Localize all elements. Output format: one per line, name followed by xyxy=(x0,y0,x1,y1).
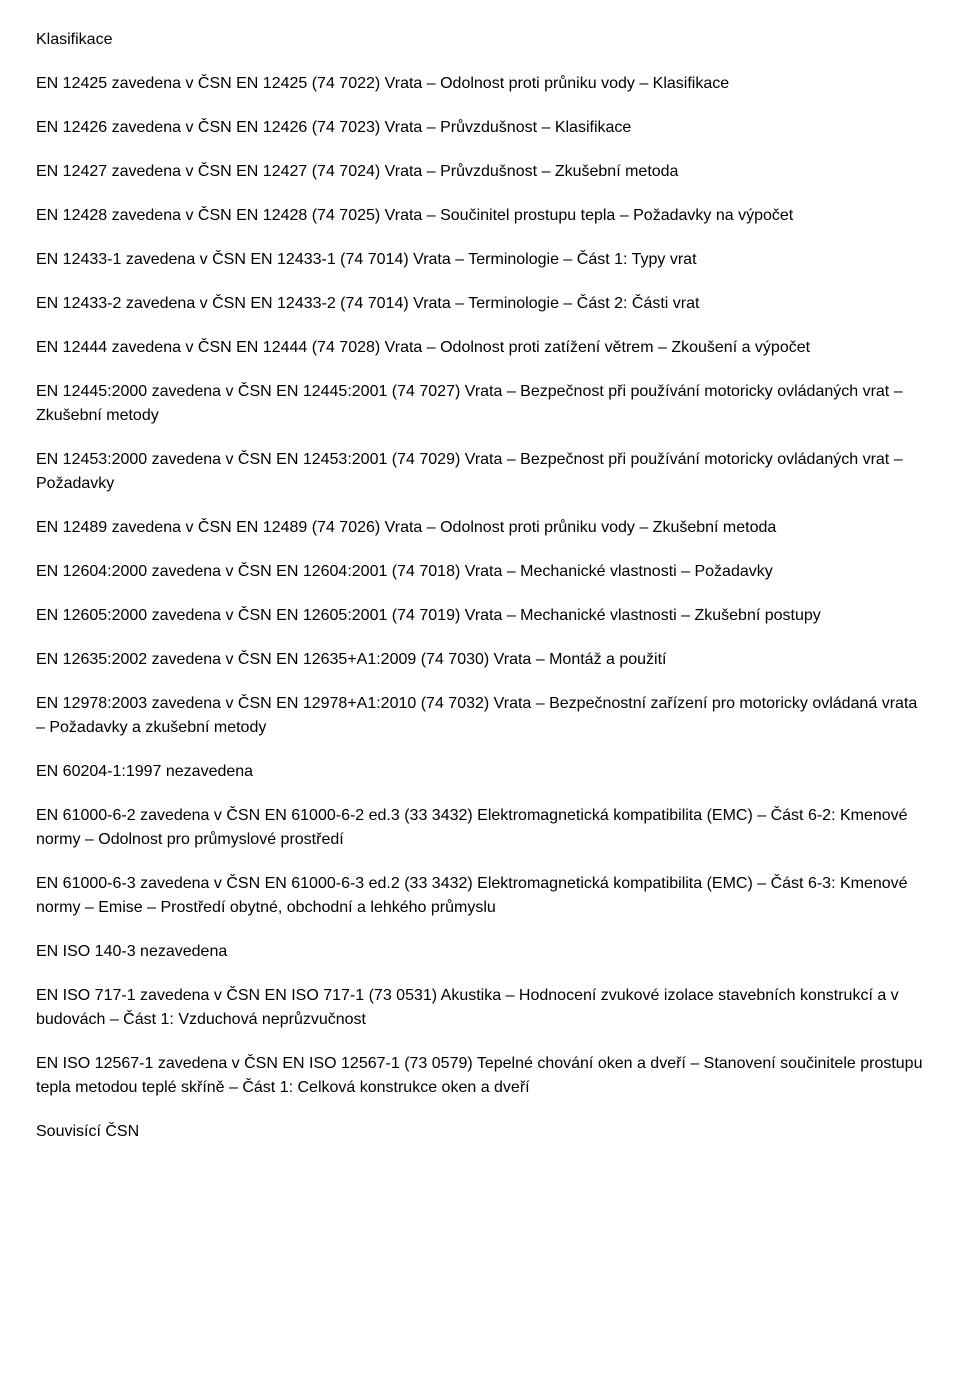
paragraph: EN ISO 140-3 nezavedena xyxy=(36,940,924,964)
paragraph: EN ISO 717-1 zavedena v ČSN EN ISO 717-1… xyxy=(36,984,924,1032)
paragraph: EN 12604:2000 zavedena v ČSN EN 12604:20… xyxy=(36,560,924,584)
paragraph: EN 12426 zavedena v ČSN EN 12426 (74 702… xyxy=(36,116,924,140)
paragraph: Klasifikace xyxy=(36,28,924,52)
paragraph: EN 12433-1 zavedena v ČSN EN 12433-1 (74… xyxy=(36,248,924,272)
document-body: Klasifikace EN 12425 zavedena v ČSN EN 1… xyxy=(36,28,924,1144)
paragraph: EN 12427 zavedena v ČSN EN 12427 (74 702… xyxy=(36,160,924,184)
paragraph: EN 12425 zavedena v ČSN EN 12425 (74 702… xyxy=(36,72,924,96)
paragraph: Souvisící ČSN xyxy=(36,1120,924,1144)
paragraph: EN 12978:2003 zavedena v ČSN EN 12978+A1… xyxy=(36,692,924,740)
paragraph: EN ISO 12567-1 zavedena v ČSN EN ISO 125… xyxy=(36,1052,924,1100)
paragraph: EN 60204-1:1997 nezavedena xyxy=(36,760,924,784)
paragraph: EN 12635:2002 zavedena v ČSN EN 12635+A1… xyxy=(36,648,924,672)
paragraph: EN 12444 zavedena v ČSN EN 12444 (74 702… xyxy=(36,336,924,360)
paragraph: EN 12489 zavedena v ČSN EN 12489 (74 702… xyxy=(36,516,924,540)
paragraph: EN 12428 zavedena v ČSN EN 12428 (74 702… xyxy=(36,204,924,228)
paragraph: EN 12605:2000 zavedena v ČSN EN 12605:20… xyxy=(36,604,924,628)
paragraph: EN 61000-6-2 zavedena v ČSN EN 61000-6-2… xyxy=(36,804,924,852)
paragraph: EN 12453:2000 zavedena v ČSN EN 12453:20… xyxy=(36,448,924,496)
paragraph: EN 61000-6-3 zavedena v ČSN EN 61000-6-3… xyxy=(36,872,924,920)
paragraph: EN 12433-2 zavedena v ČSN EN 12433-2 (74… xyxy=(36,292,924,316)
paragraph: EN 12445:2000 zavedena v ČSN EN 12445:20… xyxy=(36,380,924,428)
